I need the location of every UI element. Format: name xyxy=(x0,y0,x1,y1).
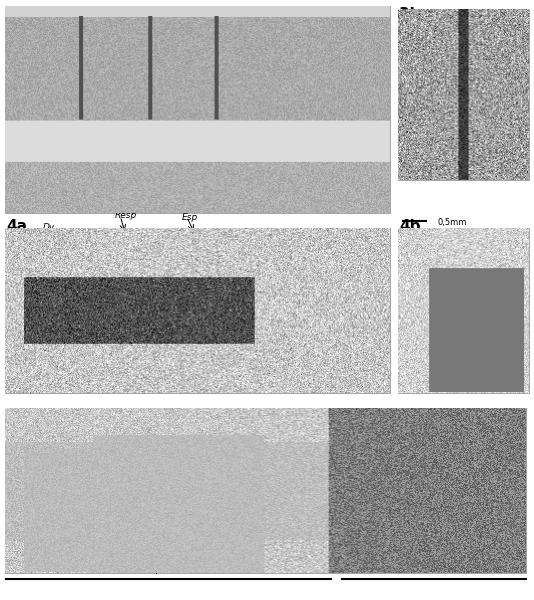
Text: Bca: Bca xyxy=(107,289,123,298)
Text: T: T xyxy=(176,408,182,418)
Text: 4b: 4b xyxy=(399,219,420,234)
Text: 3a: 3a xyxy=(6,7,27,22)
Bar xyxy=(5,228,390,393)
Bar xyxy=(5,6,390,213)
Text: Esp: Esp xyxy=(182,212,198,221)
Text: 5: 5 xyxy=(6,409,17,424)
Text: VII: VII xyxy=(37,10,50,20)
Text: 3b: 3b xyxy=(399,7,420,22)
Bar xyxy=(398,228,529,393)
Text: 0,1mm: 0,1mm xyxy=(230,481,261,491)
Bar xyxy=(5,408,526,573)
Text: VIII: VIII xyxy=(115,7,130,17)
Text: Vd: Vd xyxy=(291,235,303,245)
Text: Vi: Vi xyxy=(288,295,297,304)
Text: IX: IX xyxy=(190,7,199,17)
Text: Bcp: Bcp xyxy=(16,289,33,298)
Text: Cp: Cp xyxy=(115,408,128,418)
Text: Ov: Ov xyxy=(248,118,262,128)
Text: Ov: Ov xyxy=(184,289,197,298)
Text: Vd: Vd xyxy=(203,118,216,128)
Text: 4a: 4a xyxy=(6,219,27,234)
Bar xyxy=(398,9,529,180)
Text: Bca: Bca xyxy=(438,564,457,574)
Text: Gl: Gl xyxy=(45,409,56,419)
Text: Dv: Dv xyxy=(43,223,55,232)
Text: 0,5mm: 0,5mm xyxy=(438,217,467,226)
Text: 3mm: 3mm xyxy=(171,283,196,293)
Text: C: C xyxy=(289,295,296,305)
Text: Bcp: Bcp xyxy=(144,564,164,574)
Text: Vm: Vm xyxy=(288,271,303,280)
Text: Fb: Fb xyxy=(155,115,167,125)
Text: X: X xyxy=(262,12,268,22)
Text: 0,1mm: 0,1mm xyxy=(72,277,101,286)
Text: C: C xyxy=(288,67,295,77)
Text: 0,4mm: 0,4mm xyxy=(438,8,467,17)
Text: Rv: Rv xyxy=(93,115,106,125)
Text: Resp: Resp xyxy=(115,211,137,220)
